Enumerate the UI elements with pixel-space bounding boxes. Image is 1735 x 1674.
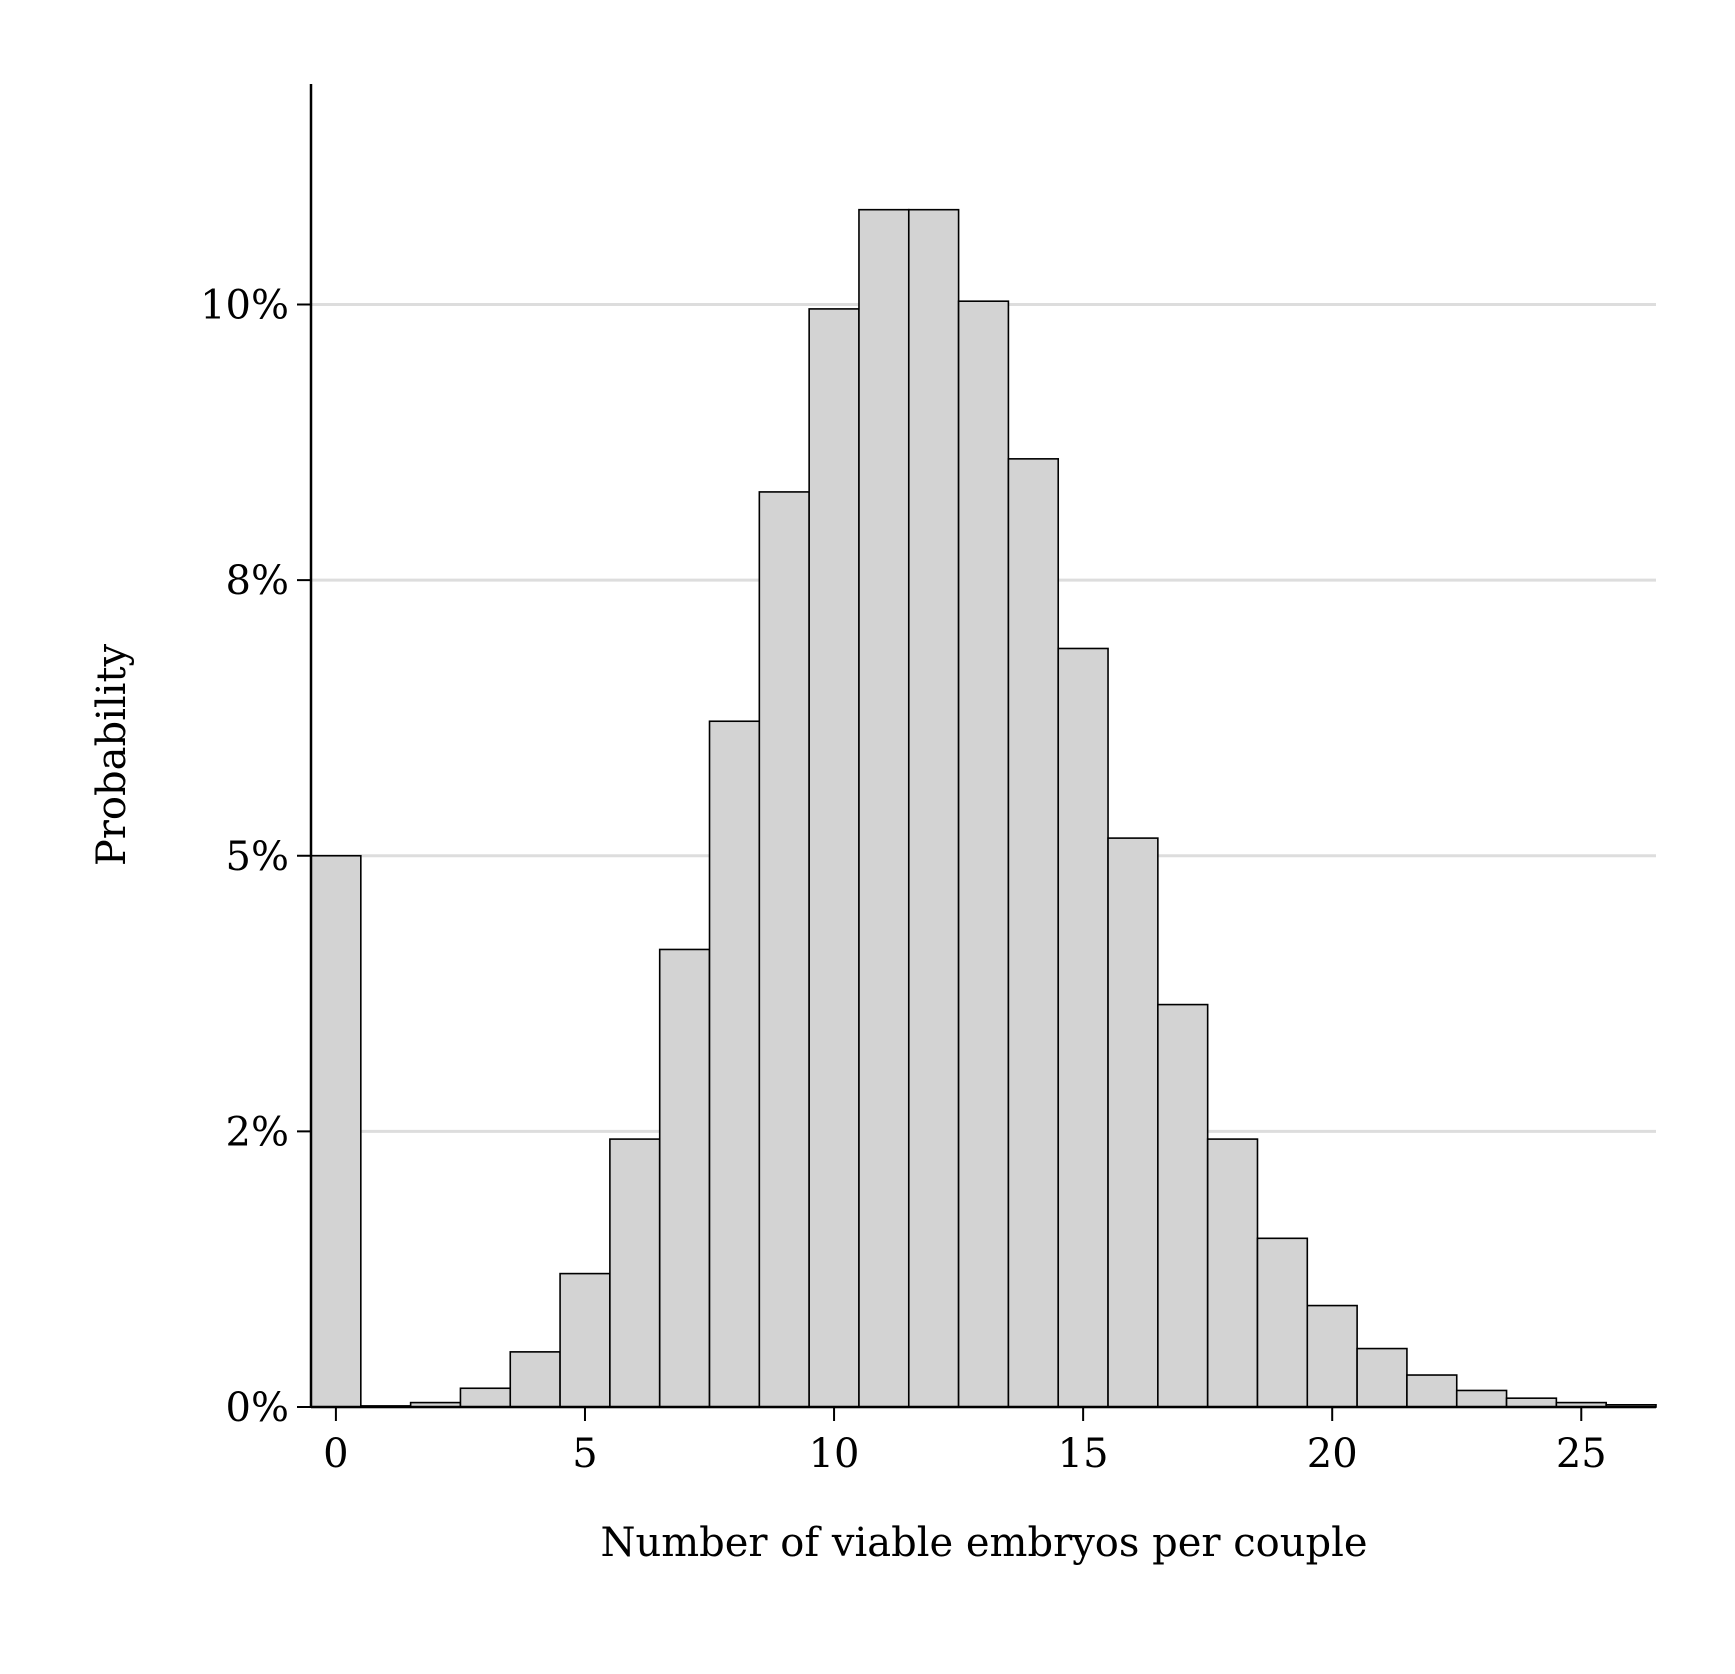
bar bbox=[1356, 1347, 1408, 1408]
bar bbox=[1406, 1374, 1458, 1408]
y-tick-label: 2% bbox=[226, 1109, 289, 1155]
x-tick-label: 0 bbox=[323, 1431, 348, 1477]
bar bbox=[1306, 1304, 1358, 1408]
bar bbox=[1007, 458, 1060, 1408]
bar bbox=[957, 300, 1010, 1408]
bar bbox=[1107, 837, 1159, 1408]
x-tick-label: 15 bbox=[1058, 1431, 1109, 1477]
bar bbox=[858, 208, 910, 1408]
x-axis-label: Number of viable embryos per couple bbox=[600, 1520, 1367, 1566]
bar bbox=[1256, 1237, 1309, 1408]
bar bbox=[1455, 1389, 1508, 1408]
y-tick-label: 0% bbox=[226, 1385, 289, 1431]
bar bbox=[1206, 1138, 1259, 1408]
y-tick-label: 5% bbox=[226, 834, 289, 880]
y-axis-label: Probability bbox=[89, 643, 135, 866]
bar bbox=[907, 208, 960, 1408]
bar bbox=[658, 948, 711, 1408]
bar bbox=[808, 308, 860, 1408]
bar bbox=[708, 720, 761, 1408]
x-tick-label: 20 bbox=[1307, 1431, 1358, 1477]
bar bbox=[509, 1351, 561, 1408]
bar bbox=[1057, 647, 1109, 1408]
bar bbox=[459, 1387, 512, 1408]
y-tick-label: 8% bbox=[226, 558, 289, 604]
bar bbox=[1157, 1003, 1209, 1408]
bar bbox=[310, 854, 362, 1408]
bar bbox=[758, 491, 810, 1408]
bar bbox=[559, 1272, 611, 1408]
x-tick-label: 25 bbox=[1556, 1431, 1607, 1477]
bar bbox=[609, 1138, 661, 1408]
x-tick-label: 5 bbox=[572, 1431, 597, 1477]
bar bbox=[1505, 1397, 1558, 1408]
y-tick-label: 10% bbox=[200, 283, 289, 329]
x-tick-label: 10 bbox=[809, 1431, 860, 1477]
